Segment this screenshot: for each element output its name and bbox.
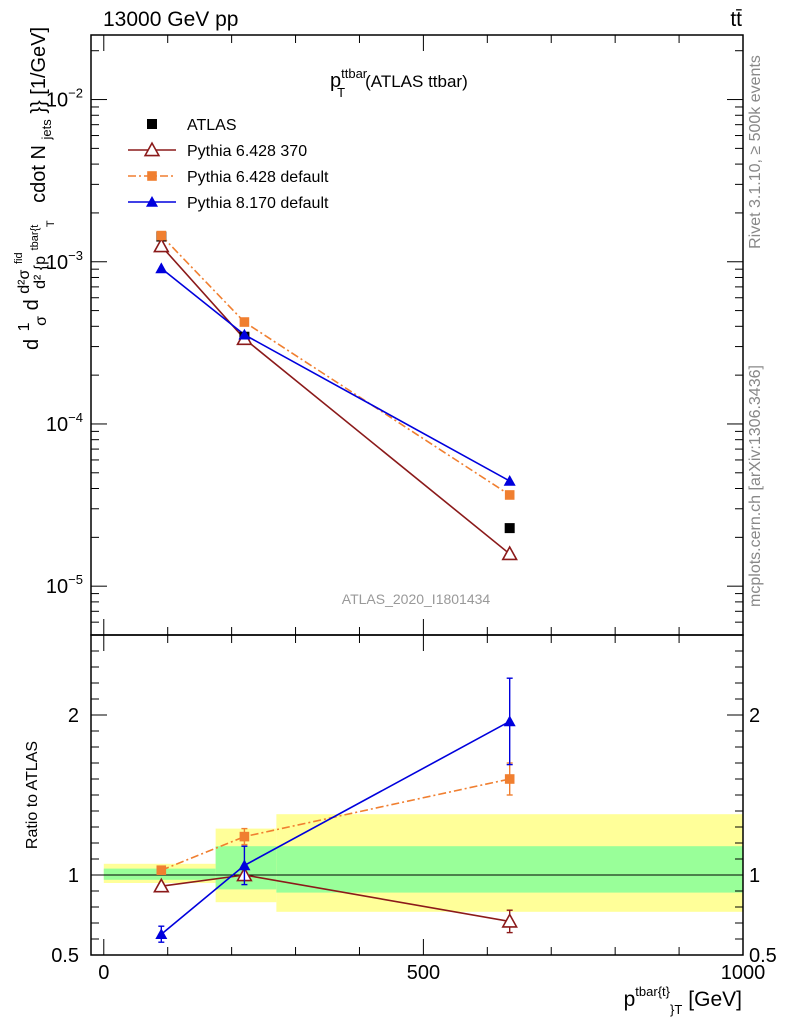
y-tick-label: 10−4 bbox=[46, 410, 83, 436]
ratio-data-point bbox=[155, 928, 168, 939]
main-data-point bbox=[503, 475, 516, 486]
main-data-point bbox=[238, 328, 251, 340]
ratio-axis-ticks bbox=[91, 634, 744, 956]
ratio-data-point bbox=[238, 859, 251, 871]
main-data-point bbox=[501, 545, 518, 561]
legend-marker bbox=[147, 119, 157, 129]
svg-text:d 1 σ: d 1 σ d d²σ fid d² {p tbar{t T cdot N je… bbox=[5, 27, 59, 350]
y-tick-label: 10−5 bbox=[46, 572, 83, 598]
chart-title: pttbar T(ATLAS ttbar) bbox=[330, 66, 468, 100]
ratio-y-tick-label-left: 0.5 bbox=[51, 945, 79, 967]
ratio-y-tick-label-left: 1 bbox=[68, 865, 79, 887]
legend-marker bbox=[146, 196, 158, 207]
channel-label: tt̄ bbox=[730, 8, 742, 31]
ratio-uncertainty-bands bbox=[103, 814, 743, 912]
main-y-axis-label: d 1 σ d d²σ fid d² {p tbar{t T cdot N je… bbox=[5, 27, 59, 350]
main-series-lines bbox=[160, 235, 511, 555]
ratio-data-point bbox=[504, 774, 515, 784]
legend-label: Pythia 6.428 370 bbox=[187, 143, 307, 160]
main-series-line bbox=[160, 235, 511, 496]
rivet-version-label: Rivet 3.1.10, ≥ 500k events bbox=[747, 55, 764, 249]
y-tick-label: 10−3 bbox=[46, 248, 83, 274]
ratio-y-axis-label: Ratio to ATLAS bbox=[24, 741, 41, 849]
x-tick-label: 0 bbox=[98, 962, 109, 984]
ratio-data-point bbox=[503, 715, 516, 727]
main-data-point bbox=[153, 237, 170, 253]
ratio-y-tick-label-right: 0.5 bbox=[749, 945, 777, 967]
ratio-panel: 0.5 0.5 1 1 2 2 0 500 1000 Ratio to ATLAS ptbar{… bbox=[24, 634, 777, 1017]
legend-label: Pythia 8.170 default bbox=[187, 195, 329, 212]
ratio-data-point bbox=[501, 912, 518, 928]
analysis-watermark: ATLAS_2020_I1801434 bbox=[342, 591, 491, 607]
legend-marker bbox=[147, 171, 157, 181]
main-axis-ticks bbox=[91, 35, 744, 635]
main-data-point bbox=[156, 230, 167, 241]
legend: ATLAS Pythia 6.428 370 Pythia 6.428 defaul… bbox=[128, 117, 329, 212]
legend-marker bbox=[143, 141, 161, 157]
main-data-point bbox=[239, 317, 250, 327]
x-axis-label: ptbar{t}}T [GeV] bbox=[624, 984, 742, 1017]
ratio-data-point bbox=[239, 831, 250, 842]
main-data-point bbox=[504, 523, 515, 534]
x-tick-label: 1000 bbox=[721, 962, 766, 984]
main-data-point bbox=[155, 262, 168, 274]
ratio-y-tick-label-right: 2 bbox=[749, 705, 760, 727]
ratio-data-point bbox=[156, 865, 167, 875]
ratio-band-inner bbox=[276, 846, 743, 893]
ratio-data-point bbox=[153, 877, 170, 893]
ratio-y-tick-label-right: 1 bbox=[749, 865, 760, 887]
x-tick-label: 500 bbox=[407, 962, 440, 984]
mcplots-label: mcplots.cern.ch [arXiv:1306.3436] bbox=[747, 365, 764, 607]
ratio-series-markers bbox=[153, 677, 518, 943]
process-label: 13000 GeV pp bbox=[103, 8, 238, 31]
main-panel: 10−2 10−3 10−4 10−5 pttbar T(ATLAS ttbar) AT… bbox=[5, 27, 744, 636]
main-series-markers bbox=[153, 230, 518, 561]
y-tick-label: 10−2 bbox=[46, 86, 83, 112]
main-series-line bbox=[160, 267, 511, 482]
ratio-tick-labels: 0.5 0.5 1 1 2 2 0 500 1000 bbox=[51, 705, 777, 984]
main-series-line bbox=[160, 245, 511, 555]
main-data-point bbox=[504, 490, 515, 500]
legend-label: ATLAS bbox=[187, 117, 237, 134]
legend-label: Pythia 6.428 default bbox=[187, 169, 329, 186]
ratio-y-tick-label-left: 2 bbox=[68, 705, 79, 727]
main-tick-labels: 10−2 10−3 10−4 10−5 bbox=[46, 86, 83, 599]
